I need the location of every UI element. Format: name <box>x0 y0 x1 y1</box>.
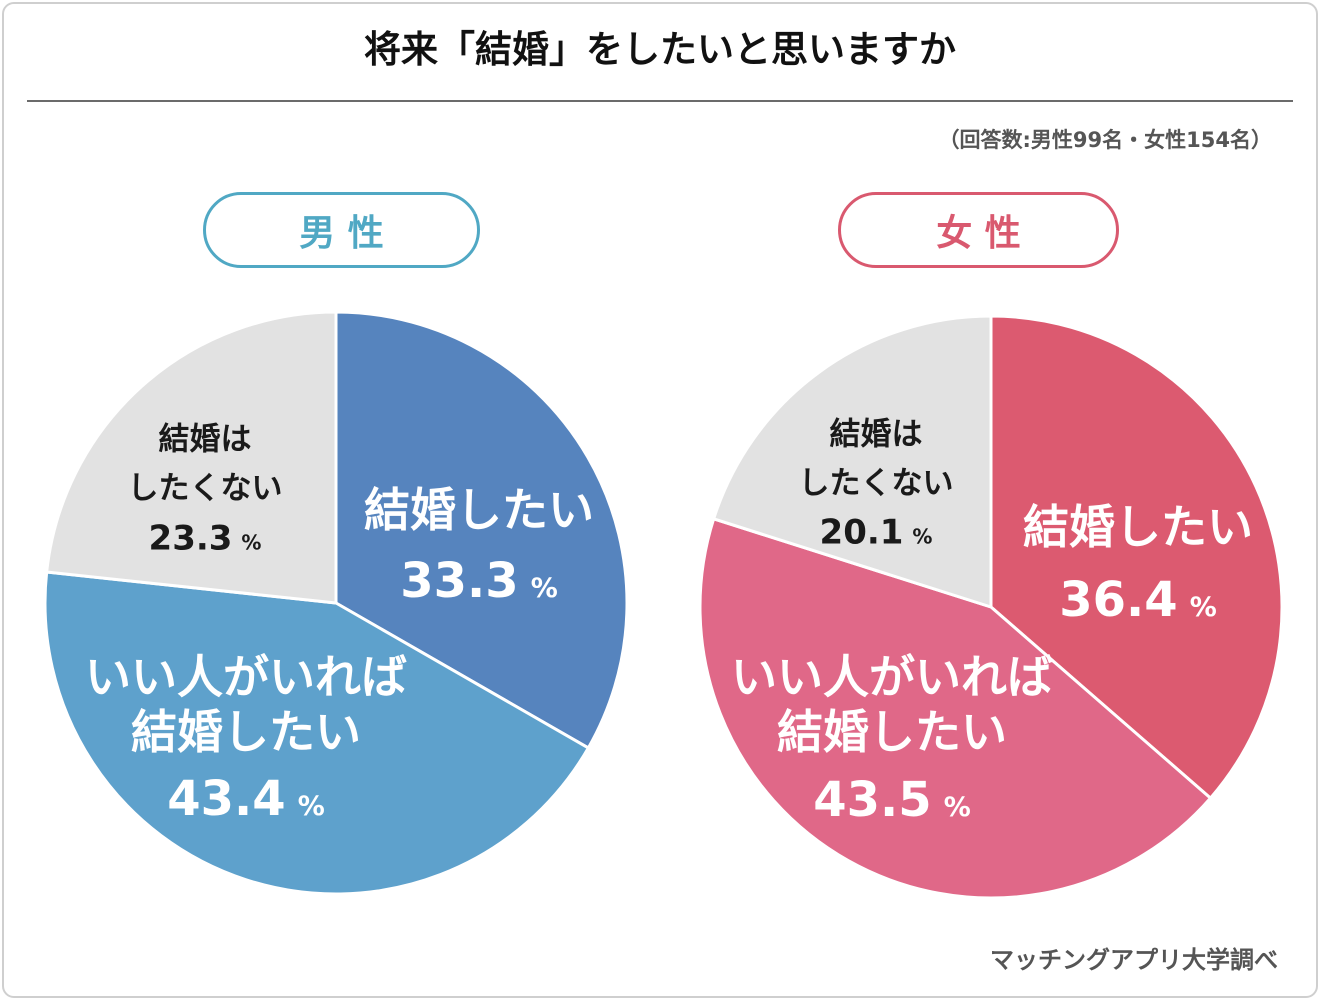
female-slice-3-percent-sign: % <box>912 525 932 549</box>
male-slice-3-label-line-1: 結婚は <box>159 422 252 458</box>
male-badge: 男 性 <box>203 192 480 268</box>
male-badge-label: 男 性 <box>299 213 384 254</box>
male-slice-2-label-line-1: いい人がいれば <box>85 650 407 704</box>
female-slice-2-value: 43.5 <box>813 772 931 828</box>
respondents-note: （回答数:男性99名・女性154名） <box>938 128 1272 152</box>
male-pie-slice-3 <box>45 310 338 605</box>
male-slice-2-percentage: 43.4% <box>167 771 325 827</box>
female-slice-2-percent-sign: % <box>944 792 971 823</box>
male-slice-1-label-line-1: 結婚したい <box>364 483 594 537</box>
male-slice-3-value: 23.3 <box>149 519 233 559</box>
female-slice-2-percentage: 43.5% <box>813 772 971 828</box>
female-slice-1-percentage: 36.4% <box>1059 572 1217 628</box>
male-slice-3-percentage: 23.3% <box>149 519 262 559</box>
female-badge: 女 性 <box>838 192 1119 268</box>
female-badge-label: 女 性 <box>936 213 1021 254</box>
female-pie-slice-1 <box>989 314 1284 800</box>
female-slice-3-label-line-2: したくない <box>799 466 954 502</box>
male-slice-1-value: 33.3 <box>400 553 518 609</box>
female-slice-2-label-line-2: 結婚したい <box>777 705 1007 759</box>
male-slice-1-percent-sign: % <box>531 573 558 604</box>
male-slice-2-percent-sign: % <box>298 791 325 822</box>
female-slice-1-percent-sign: % <box>1190 592 1217 623</box>
chart-title: 将来「結婚」をしたいと思いますか <box>364 28 956 71</box>
female-slice-1-value: 36.4 <box>1059 572 1177 628</box>
female-slice-3-value: 20.1 <box>820 513 904 553</box>
female-pie-slice-3 <box>712 314 993 609</box>
male-pie-slice-1 <box>334 310 629 750</box>
female-slice-3-percentage: 20.1% <box>820 513 933 553</box>
male-slice-1-percentage: 33.3% <box>400 553 558 609</box>
female-pie-slice-2 <box>698 517 1212 900</box>
title-divider <box>27 100 1293 102</box>
male-pie-slice-2 <box>43 570 590 896</box>
male-slice-3-label-line-2: したくない <box>128 471 283 507</box>
male-slice-2-label-line-2: 結婚したい <box>131 705 361 759</box>
female-slice-2-label-line-1: いい人がいれば <box>731 650 1053 704</box>
male-slice-2-value: 43.4 <box>167 771 285 827</box>
male-slice-3-percent-sign: % <box>241 531 261 555</box>
female-slice-1-label-line-1: 結婚したい <box>1023 500 1253 554</box>
source-credit: マッチングアプリ大学調べ <box>990 946 1278 974</box>
female-slice-3-label-line-1: 結婚は <box>830 417 923 453</box>
